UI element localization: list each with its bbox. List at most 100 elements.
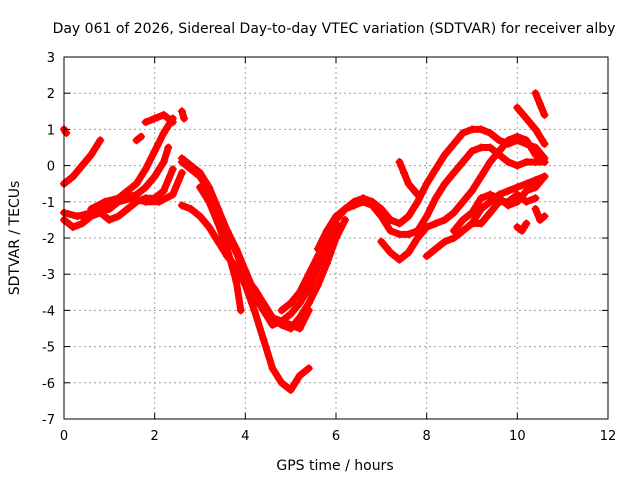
- data-point-marker: [449, 226, 458, 235]
- data-point-marker: [168, 190, 177, 199]
- data-point-marker: [114, 194, 123, 203]
- data-point-marker: [513, 183, 522, 192]
- data-point-marker: [513, 161, 522, 170]
- data-point-marker: [431, 194, 440, 203]
- data-point-marker: [540, 110, 549, 119]
- data-point-marker: [123, 186, 132, 195]
- data-point-marker: [486, 197, 495, 206]
- data-point-marker: [513, 223, 522, 232]
- x-tick-label: 10: [509, 429, 526, 444]
- data-point-marker: [368, 201, 377, 210]
- series-trace: [142, 111, 177, 126]
- y-axis-label: SDTVAR / TECUs: [7, 181, 23, 296]
- data-point-marker: [150, 114, 159, 123]
- data-point-marker: [449, 139, 458, 148]
- data-point-marker: [177, 157, 186, 166]
- data-point-marker: [522, 136, 531, 145]
- data-point-marker: [468, 219, 476, 228]
- data-point-marker: [69, 172, 78, 181]
- data-point-marker: [87, 150, 96, 159]
- data-point-marker: [458, 157, 467, 166]
- data-point-marker: [468, 125, 476, 134]
- data-point-marker: [540, 139, 549, 148]
- y-tick-label: -2: [42, 232, 55, 247]
- data-point-marker: [386, 215, 395, 224]
- data-point-marker: [236, 306, 245, 315]
- data-point-marker: [223, 244, 232, 253]
- data-point-marker: [377, 237, 386, 246]
- data-point-marker: [504, 186, 513, 195]
- data-point-marker: [468, 147, 476, 156]
- data-point-marker: [186, 205, 195, 214]
- data-point-marker: [78, 212, 87, 221]
- series-trace: [513, 104, 548, 148]
- data-point-marker: [531, 194, 540, 203]
- data-point-marker: [69, 223, 78, 232]
- data-point-marker: [214, 219, 223, 228]
- y-tick-label: -4: [42, 304, 55, 319]
- data-point-marker: [132, 136, 141, 145]
- data-point-marker: [522, 157, 531, 166]
- data-point-marker: [404, 230, 413, 239]
- data-point-marker: [141, 165, 150, 174]
- data-point-marker: [177, 168, 186, 177]
- data-point-marker: [341, 205, 350, 214]
- data-point-marker: [477, 143, 486, 152]
- data-point-marker: [196, 183, 204, 192]
- data-point-marker: [440, 237, 449, 246]
- data-point-marker: [332, 212, 340, 221]
- series-trace: [196, 183, 245, 314]
- data-point-marker: [449, 168, 458, 177]
- x-tick-label: 4: [241, 429, 249, 444]
- data-point-marker: [250, 306, 259, 315]
- data-point-marker: [177, 107, 186, 116]
- data-point-marker: [395, 219, 404, 228]
- data-series-23: [531, 205, 549, 224]
- data-point-marker: [386, 226, 395, 235]
- plot-frame: [63, 56, 609, 420]
- data-point-marker: [141, 118, 150, 127]
- data-series-8: [132, 132, 146, 145]
- data-point-marker: [431, 165, 440, 174]
- data-point-marker: [531, 183, 540, 192]
- data-point-marker: [531, 89, 540, 98]
- y-tick-label: -6: [42, 377, 55, 392]
- data-point-marker: [513, 132, 522, 141]
- data-point-marker: [386, 248, 395, 257]
- data-point-marker: [522, 197, 531, 206]
- data-point-marker: [78, 219, 87, 228]
- data-point-marker: [513, 190, 522, 199]
- data-point-marker: [180, 114, 189, 123]
- data-point-marker: [150, 172, 159, 181]
- data-point-marker: [313, 244, 322, 253]
- data-point-marker: [232, 244, 241, 253]
- data-point-marker: [155, 197, 164, 206]
- data-point-marker: [513, 103, 522, 112]
- data-point-marker: [277, 306, 286, 315]
- data-point-marker: [468, 186, 476, 195]
- data-series-16: [313, 143, 549, 253]
- data-point-marker: [536, 215, 544, 224]
- data-point-marker: [137, 132, 146, 141]
- data-point-marker: [250, 284, 259, 293]
- series-trace: [223, 252, 313, 394]
- data-point-marker: [313, 281, 322, 290]
- data-point-marker: [477, 125, 486, 134]
- data-point-marker: [141, 194, 150, 203]
- data-point-marker: [304, 364, 313, 373]
- data-series-14: [223, 252, 313, 395]
- data-point-marker: [486, 208, 495, 217]
- data-point-marker: [486, 129, 495, 138]
- data-point-marker: [540, 172, 549, 181]
- data-point-marker: [132, 179, 141, 188]
- data-point-marker: [268, 313, 277, 322]
- data-point-marker: [223, 252, 232, 261]
- data-point-marker: [114, 212, 123, 221]
- data-point-marker: [259, 335, 268, 344]
- data-point-marker: [522, 114, 531, 123]
- data-point-marker: [196, 172, 204, 181]
- data-point-marker: [304, 299, 313, 308]
- data-series-21: [468, 190, 540, 228]
- data-point-marker: [377, 212, 386, 221]
- data-point-marker: [232, 277, 241, 286]
